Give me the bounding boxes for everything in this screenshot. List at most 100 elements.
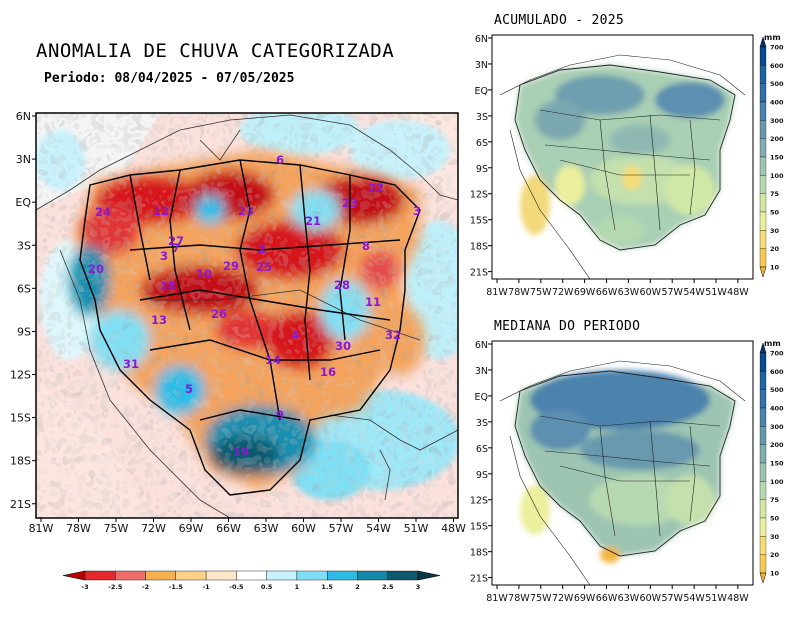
basin-label: 6 xyxy=(276,153,284,167)
colorbar-segment xyxy=(759,371,767,390)
lat-label: 21S xyxy=(10,498,31,511)
basin-label: 16 xyxy=(320,365,336,379)
lon-label: 60W xyxy=(640,593,662,604)
colorbar-segment xyxy=(759,211,767,231)
colorbar-tick-label: 1 xyxy=(295,583,300,591)
colorbar-tick-label: 2.5 xyxy=(382,583,394,591)
basin-label: 10 xyxy=(196,267,212,281)
lat-label: 3N xyxy=(16,153,31,166)
lon-label: 66W xyxy=(216,522,241,535)
mediana-map xyxy=(492,341,753,585)
colorbar-segment xyxy=(759,536,767,555)
basin-label: 31 xyxy=(123,357,139,371)
lon-label: 69W xyxy=(574,593,596,604)
colorbar-tick-label: 500 xyxy=(770,80,784,88)
lat-label: 3N xyxy=(475,60,488,71)
lon-label: 51W xyxy=(705,287,727,298)
colorbar-tick-label: 20 xyxy=(770,245,780,253)
lon-label: 75W xyxy=(104,522,129,535)
colorbar-segment xyxy=(759,193,767,213)
lat-label: 3S xyxy=(476,418,488,429)
basin-label: 26 xyxy=(211,307,227,321)
basin-label: 11 xyxy=(365,295,381,309)
colorbar-tick-label: 50 xyxy=(770,515,780,523)
colorbar-segment xyxy=(266,570,298,581)
lon-label: 54W xyxy=(683,287,705,298)
basin-label: 24 xyxy=(95,205,111,219)
basin-label: 5 xyxy=(185,382,193,396)
lon-label: 60W xyxy=(640,287,662,298)
colorbar-segment xyxy=(759,175,767,194)
lon-label: 75W xyxy=(530,287,552,298)
basin-label: 3 xyxy=(160,249,168,263)
lon-label: 63W xyxy=(618,593,640,604)
basin-label: 28 xyxy=(334,278,350,292)
basin-label: 20 xyxy=(88,262,104,276)
lat-label: 6S xyxy=(476,138,488,149)
lon-label: 72W xyxy=(552,287,574,298)
lon-label: 69W xyxy=(574,287,596,298)
colorbar-segment xyxy=(759,230,767,249)
lon-label: 72W xyxy=(141,522,166,535)
lon-label: 81W xyxy=(486,287,508,298)
colorbar-segment xyxy=(759,120,767,139)
lat-label: 18S xyxy=(470,548,488,559)
lat-label: 9S xyxy=(17,325,31,338)
lon-label: 78W xyxy=(66,522,91,535)
colorbar-tick-label: 400 xyxy=(770,99,784,107)
colorbar-tick-label: -2 xyxy=(142,583,149,591)
colorbar-tick-label: 300 xyxy=(770,423,784,431)
colorbar-tick-label: 10 xyxy=(770,570,780,578)
lon-label: 72W xyxy=(552,593,574,604)
basin-label: 23 xyxy=(342,196,358,210)
colorbar-segment xyxy=(759,138,767,158)
colorbar-tick-label: 600 xyxy=(770,62,784,70)
colorbar-segment xyxy=(759,426,767,445)
lat-label: 15S xyxy=(10,412,31,425)
basin-label: 21 xyxy=(305,214,321,228)
basin-label: 25 xyxy=(256,260,272,274)
colorbar-segment xyxy=(296,570,328,581)
colorbar-segment xyxy=(357,570,388,581)
colorbar-tick-label: 20 xyxy=(770,551,780,559)
colorbar-segment xyxy=(175,570,207,581)
lon-label: 57W xyxy=(661,287,683,298)
lon-label: 66W xyxy=(596,287,618,298)
basin-label: 30 xyxy=(335,339,351,353)
colorbar-tick-label: 150 xyxy=(770,460,784,468)
lat-label: 18S xyxy=(470,242,488,253)
colorbar-tick-label: -3 xyxy=(81,583,88,591)
mediana-title: MEDIANA DO PERIODO xyxy=(494,319,641,334)
colorbar-segment xyxy=(326,570,358,581)
lon-label: 63W xyxy=(618,287,640,298)
colorbar-tick-label: 100 xyxy=(770,172,784,180)
lat-label: EQ xyxy=(475,86,488,97)
lon-label: 54W xyxy=(366,522,391,535)
lat-label: 9S xyxy=(476,470,488,481)
basin-label: 9 xyxy=(276,408,284,422)
lon-label: 66W xyxy=(596,593,618,604)
lat-label: 6N xyxy=(475,340,488,351)
colorbar-tick-label: 30 xyxy=(770,227,780,235)
colorbar-tick-label: 200 xyxy=(770,135,784,143)
main-map-title: ANOMALIA DE CHUVA CATEGORIZADA xyxy=(36,40,395,62)
period-label: Periodo: 08/04/2025 - 07/05/2025 xyxy=(44,71,295,86)
lon-label: 48W xyxy=(727,593,749,604)
lat-label: 21S xyxy=(470,268,488,279)
colorbar-tick-label: 30 xyxy=(770,533,780,541)
basin-label: 23 xyxy=(238,204,254,218)
colorbar-segment xyxy=(759,462,767,482)
basin-label: 13 xyxy=(151,313,167,327)
colorbar-bottom-arrow xyxy=(759,266,767,278)
colorbar-left-arrow xyxy=(62,570,86,581)
lat-label: 9S xyxy=(476,164,488,175)
basin-label: 19 xyxy=(233,445,249,459)
acumulado-map xyxy=(492,35,753,279)
mediana-frame xyxy=(491,340,754,586)
colorbar-tick-label: 700 xyxy=(770,44,784,52)
lon-label: 69W xyxy=(179,522,204,535)
lon-label: 63W xyxy=(254,522,279,535)
